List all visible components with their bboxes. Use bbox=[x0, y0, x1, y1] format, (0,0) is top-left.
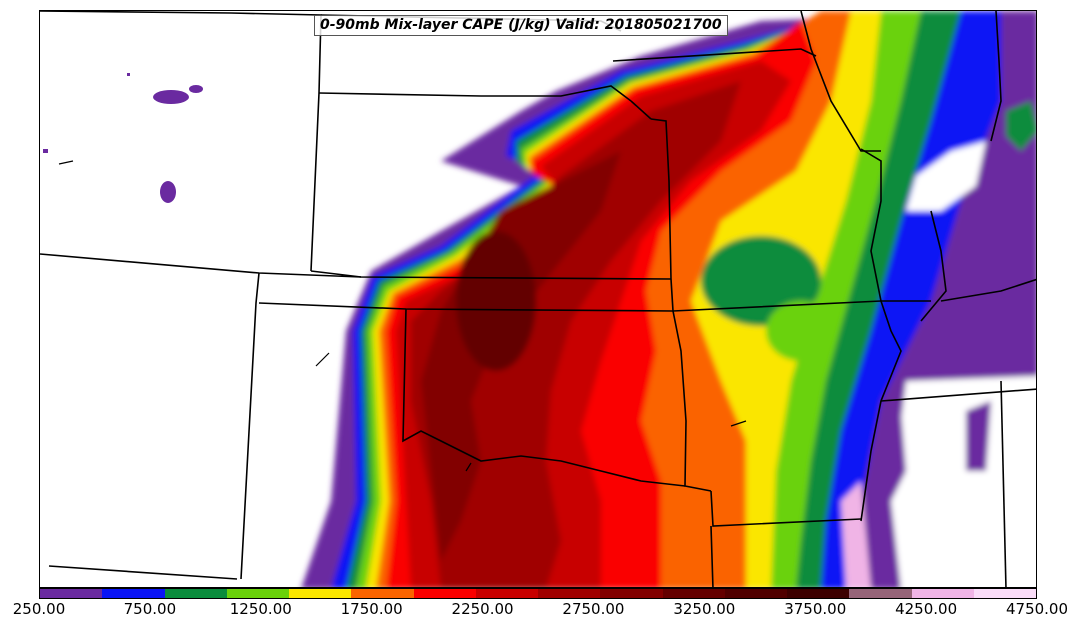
cape-contour-fill bbox=[301, 11, 1036, 587]
colorbar-tick-label: 2750.00 bbox=[562, 600, 625, 618]
border-ok-ar bbox=[672, 310, 712, 492]
colorbar-segment bbox=[662, 589, 725, 598]
border-co-ks bbox=[40, 253, 362, 278]
cape-blob-ne bbox=[1006, 101, 1036, 151]
border-ne-ia bbox=[630, 100, 652, 120]
cape-green-pocket2 bbox=[766, 301, 836, 361]
colorbar-segment bbox=[413, 589, 476, 598]
colorbar-segment bbox=[351, 589, 414, 598]
colorbar-segment bbox=[475, 589, 538, 598]
colorbar-segment bbox=[289, 589, 352, 598]
colorbar-tick-label: 750.00 bbox=[123, 600, 177, 618]
border-ks-mo bbox=[670, 278, 674, 312]
border-ar-la bbox=[710, 490, 862, 527]
map-panel bbox=[39, 10, 1037, 588]
border-ne-ks bbox=[310, 270, 672, 280]
border-co-nm bbox=[240, 272, 260, 580]
border-ky-tn bbox=[880, 388, 1036, 402]
colorbar-segment bbox=[40, 589, 103, 598]
cape-band-3000 bbox=[456, 231, 536, 371]
colorbar-tick-label: 1250.00 bbox=[229, 600, 292, 618]
border-il-in bbox=[920, 210, 947, 322]
colorbar-tick-label: 2250.00 bbox=[451, 600, 514, 618]
colorbar-tick-label: 4750.00 bbox=[1005, 600, 1069, 618]
cape-streak-se3 bbox=[966, 401, 991, 471]
cape-map bbox=[40, 11, 1036, 587]
cape-gap-ne bbox=[906, 141, 986, 211]
colorbar-segment bbox=[538, 589, 601, 598]
border-tx-la bbox=[710, 525, 714, 587]
border-ia-mn bbox=[612, 48, 817, 62]
colorbar-tick-label: 1750.00 bbox=[340, 600, 403, 618]
border-ok-panhandle bbox=[402, 308, 686, 487]
colorbar-segment bbox=[226, 589, 289, 598]
colorbar-segment bbox=[849, 589, 912, 598]
colorbar-tick-label: 4250.00 bbox=[895, 600, 958, 618]
colorbar-labels: 250.00 750.00 1250.00 1750.00 2250.00 2750.00… bbox=[0, 600, 1081, 624]
colorbar-segment bbox=[973, 589, 1036, 598]
cape-specks bbox=[43, 73, 203, 203]
colorbar-segment bbox=[600, 589, 663, 598]
border-tn-ms bbox=[1000, 380, 1007, 587]
cape-streak-se1 bbox=[881, 411, 906, 521]
colorbar-segment bbox=[164, 589, 227, 598]
colorbar-segment bbox=[724, 589, 787, 598]
colorbar-tick-label: 250.00 bbox=[12, 600, 66, 618]
cape-gap-se bbox=[891, 376, 1036, 587]
lakes bbox=[58, 160, 747, 472]
border-wi-mi bbox=[990, 11, 1002, 142]
border-ia-mo bbox=[650, 118, 672, 280]
border-ky-in bbox=[940, 278, 1036, 302]
border-mn-wi bbox=[800, 11, 881, 152]
colorbar-tick-label: 3250.00 bbox=[673, 600, 736, 618]
border-sd-ne bbox=[318, 85, 632, 102]
cape-band-2500 bbox=[411, 81, 741, 587]
colorbar-segment bbox=[911, 589, 974, 598]
colorbar-segment bbox=[102, 589, 165, 598]
border-wy-sd-ne bbox=[40, 11, 322, 272]
border-mississippi bbox=[860, 148, 902, 522]
border-nm-tx bbox=[48, 565, 238, 580]
colorbar bbox=[39, 588, 1037, 599]
cape-band-2750 bbox=[421, 151, 621, 561]
colorbar-tick-label: 3750.00 bbox=[784, 600, 847, 618]
colorbar-segment bbox=[787, 589, 850, 598]
map-title: 0-90mb Mix-layer CAPE (J/kg) Valid: 2018… bbox=[314, 15, 728, 36]
